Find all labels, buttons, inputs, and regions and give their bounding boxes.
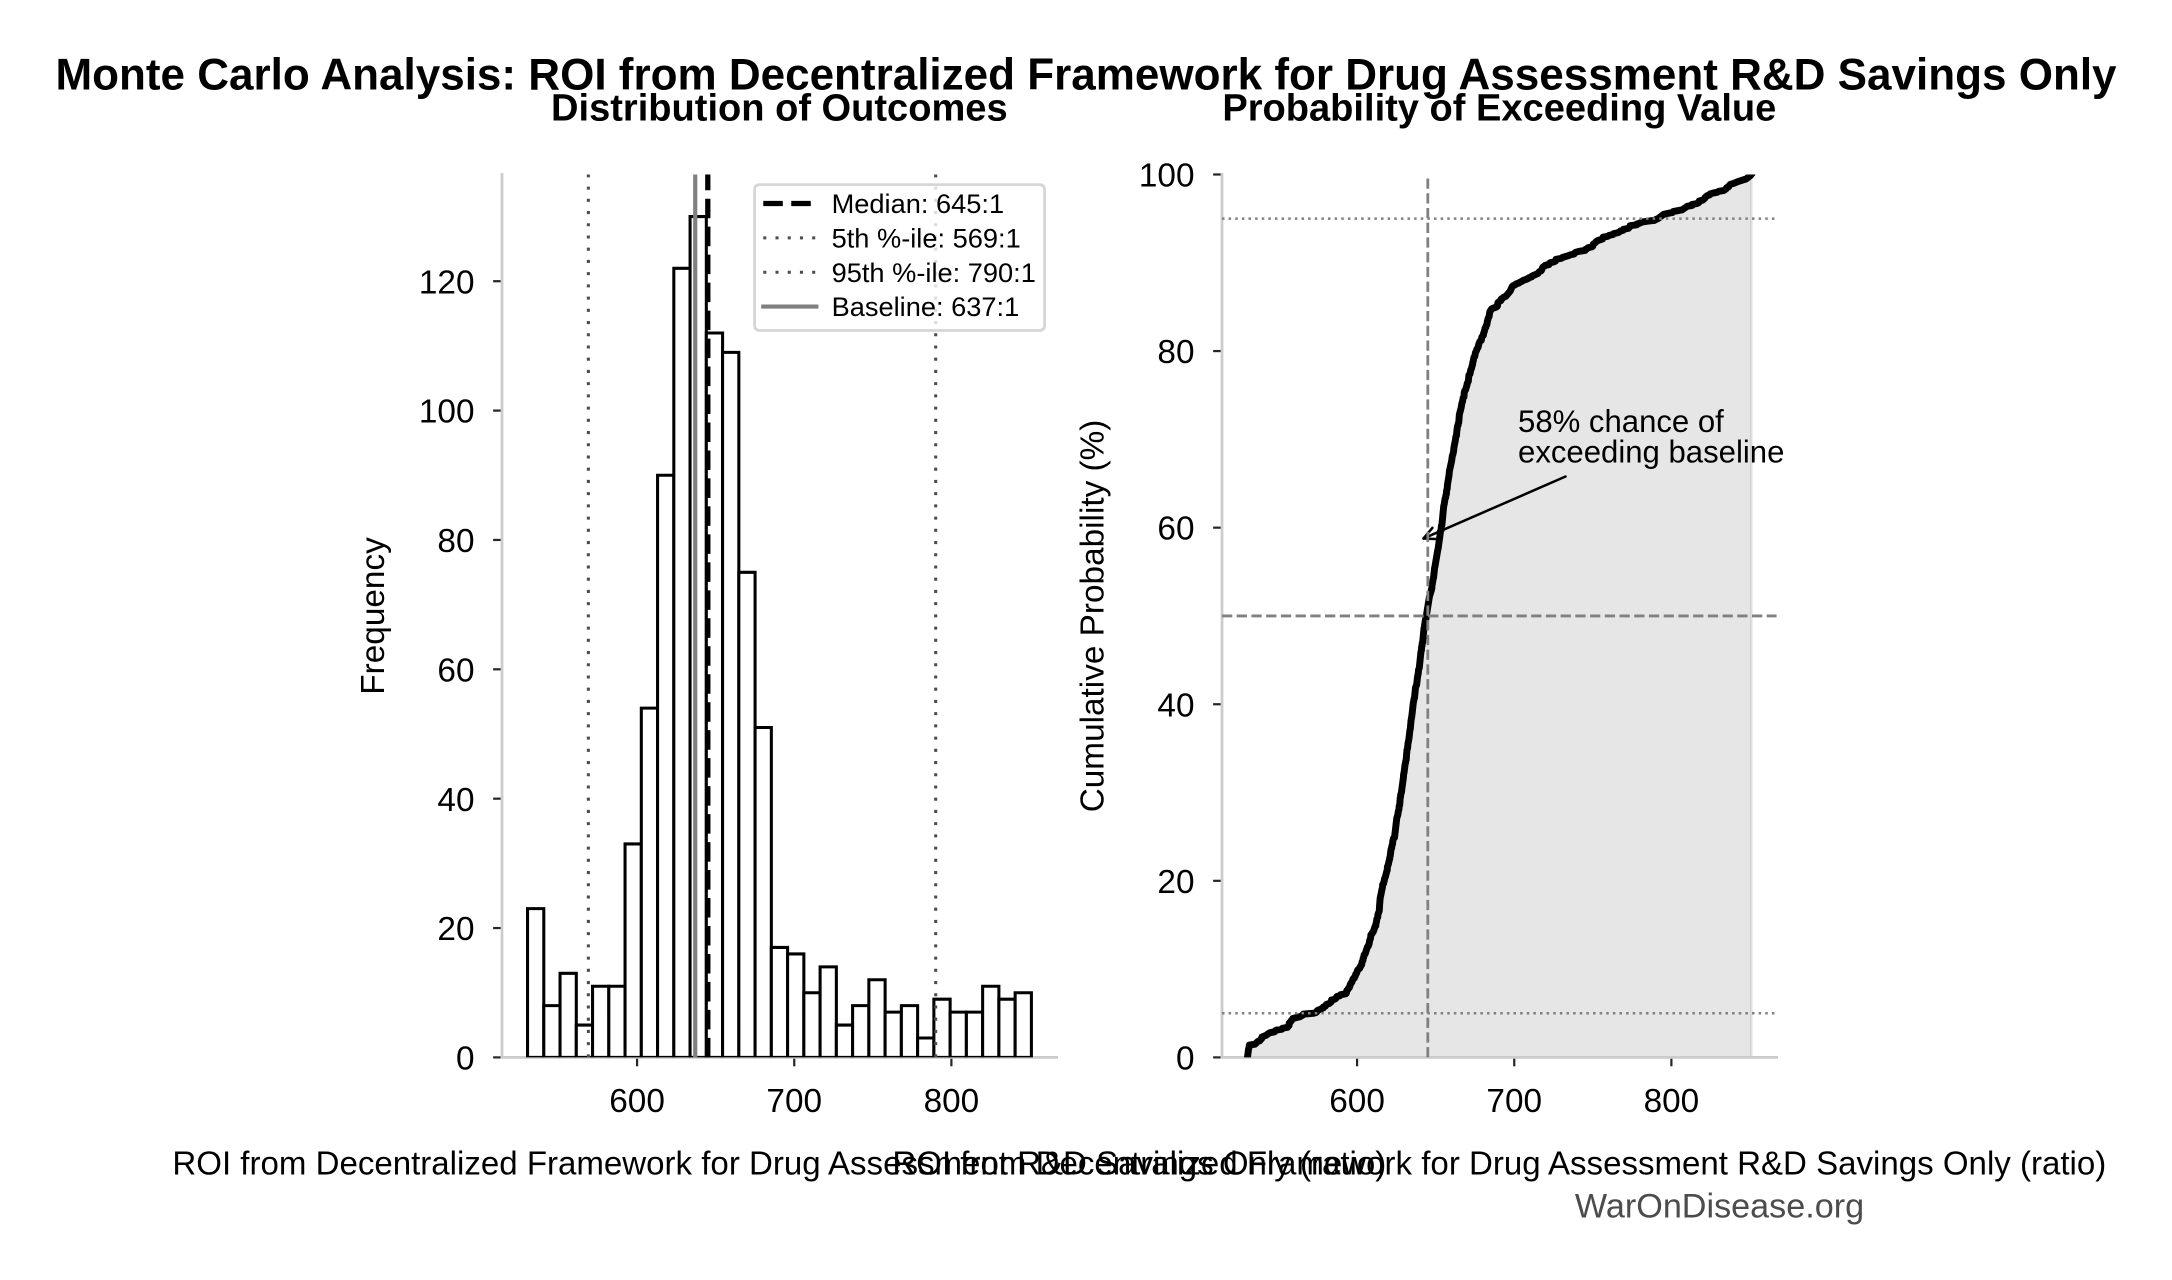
svg-text:95th %-ile: 790:1: 95th %-ile: 790:1 bbox=[832, 257, 1036, 288]
svg-text:Frequency: Frequency bbox=[355, 537, 392, 695]
svg-text:Monte Carlo Analysis: ROI from: Monte Carlo Analysis: ROI from Decentral… bbox=[55, 51, 2117, 100]
svg-text:58% chance of: 58% chance of bbox=[1518, 404, 1724, 439]
svg-text:700: 700 bbox=[1486, 1083, 1542, 1120]
svg-text:100: 100 bbox=[1139, 158, 1195, 195]
svg-text:ROI from Decentralized Framewo: ROI from Decentralized Framework for Dru… bbox=[172, 1146, 1386, 1183]
svg-text:60: 60 bbox=[437, 652, 474, 689]
svg-text:exceeding baseline: exceeding baseline bbox=[1518, 434, 1784, 469]
svg-text:600: 600 bbox=[1329, 1083, 1385, 1120]
svg-text:600: 600 bbox=[609, 1083, 665, 1120]
svg-text:40: 40 bbox=[437, 782, 474, 819]
svg-text:120: 120 bbox=[419, 264, 475, 301]
svg-text:100: 100 bbox=[419, 394, 475, 431]
svg-text:WarOnDisease.org: WarOnDisease.org bbox=[1575, 1188, 1864, 1226]
svg-text:80: 80 bbox=[437, 523, 474, 560]
svg-text:5th %-ile: 569:1: 5th %-ile: 569:1 bbox=[832, 222, 1021, 253]
svg-text:800: 800 bbox=[1644, 1083, 1700, 1120]
svg-text:Probability of Exceeding Value: Probability of Exceeding Value bbox=[1222, 88, 1776, 130]
svg-text:20: 20 bbox=[1157, 864, 1194, 901]
svg-text:Baseline: 637:1: Baseline: 637:1 bbox=[832, 291, 1020, 322]
svg-text:40: 40 bbox=[1157, 687, 1194, 724]
svg-text:Cumulative Probability (%): Cumulative Probability (%) bbox=[1075, 420, 1112, 813]
svg-text:ROI from Decentralized Framewo: ROI from Decentralized Framework for Dru… bbox=[892, 1146, 2106, 1183]
svg-text:20: 20 bbox=[437, 911, 474, 948]
svg-text:0: 0 bbox=[1176, 1040, 1195, 1077]
svg-text:Distribution of Outcomes: Distribution of Outcomes bbox=[551, 88, 1008, 130]
svg-text:60: 60 bbox=[1157, 511, 1194, 548]
svg-text:80: 80 bbox=[1157, 334, 1194, 371]
svg-text:700: 700 bbox=[766, 1083, 822, 1120]
svg-text:800: 800 bbox=[924, 1083, 980, 1120]
svg-text:Median: 645:1: Median: 645:1 bbox=[832, 188, 1005, 219]
svg-text:0: 0 bbox=[456, 1040, 475, 1077]
